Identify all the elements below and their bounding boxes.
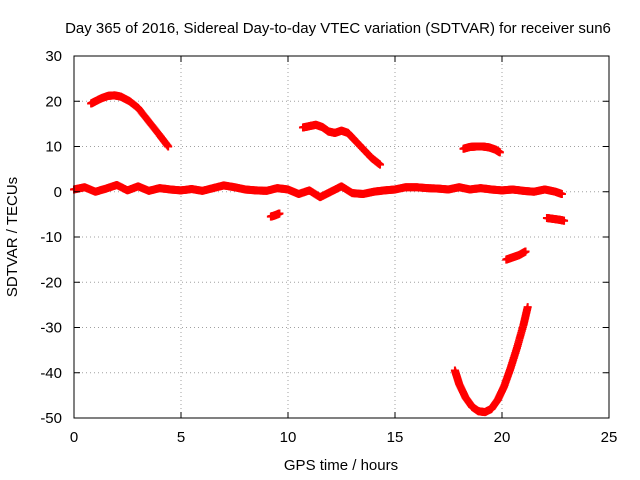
x-tick-label: 15 — [387, 429, 404, 446]
x-tick-label: 5 — [177, 429, 185, 446]
data-point-marker — [523, 303, 532, 312]
series-arc-2 — [266, 209, 284, 221]
series-arc-7 — [542, 213, 569, 225]
axis-ticks: 0 5 10 15 20 25 -50 -40 -30 -20 -10 0 10 20 30 — [40, 48, 617, 446]
y-tick-label: 0 — [54, 184, 62, 201]
y-tick-label: -40 — [40, 365, 62, 382]
y-tick-label: -10 — [40, 229, 62, 246]
y-tick-label: -30 — [40, 320, 62, 337]
x-tick-label: 20 — [494, 429, 511, 446]
data-point-marker — [275, 209, 284, 218]
data-point-marker — [521, 247, 530, 256]
y-tick-label: 20 — [45, 93, 62, 110]
data-point-marker — [495, 148, 504, 157]
chart-title: Day 365 of 2016, Sidereal Day-to-day VTE… — [65, 20, 611, 37]
x-tick-label: 0 — [70, 429, 78, 446]
data-point-marker — [376, 160, 385, 169]
y-tick-label: -50 — [40, 410, 62, 427]
data-point-marker — [164, 142, 173, 151]
y-tick-label: 30 — [45, 48, 62, 65]
x-tick-label: 25 — [601, 429, 618, 446]
y-axis-title: SDTVAR / TECUs — [4, 177, 21, 297]
data-point-marker — [560, 216, 569, 225]
data-point-marker — [557, 190, 566, 199]
series-arc-4 — [459, 142, 504, 157]
y-tick-label: 10 — [45, 139, 62, 156]
series-baseline — [70, 180, 566, 202]
data-series — [70, 91, 569, 417]
x-tick-label: 10 — [280, 429, 297, 446]
series-arc-3 — [298, 120, 385, 169]
x-axis-title: GPS time / hours — [284, 457, 398, 474]
grid-lines — [74, 56, 609, 418]
series-arc-6 — [502, 247, 530, 264]
y-tick-label: -20 — [40, 274, 62, 291]
series-arc-5 — [450, 303, 532, 417]
series-arc-1 — [87, 91, 173, 151]
